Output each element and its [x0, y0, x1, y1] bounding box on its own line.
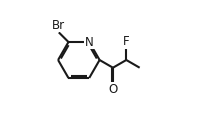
Text: O: O: [108, 83, 118, 96]
Text: F: F: [123, 35, 130, 48]
Text: Br: Br: [52, 19, 65, 32]
Text: N: N: [85, 36, 94, 48]
